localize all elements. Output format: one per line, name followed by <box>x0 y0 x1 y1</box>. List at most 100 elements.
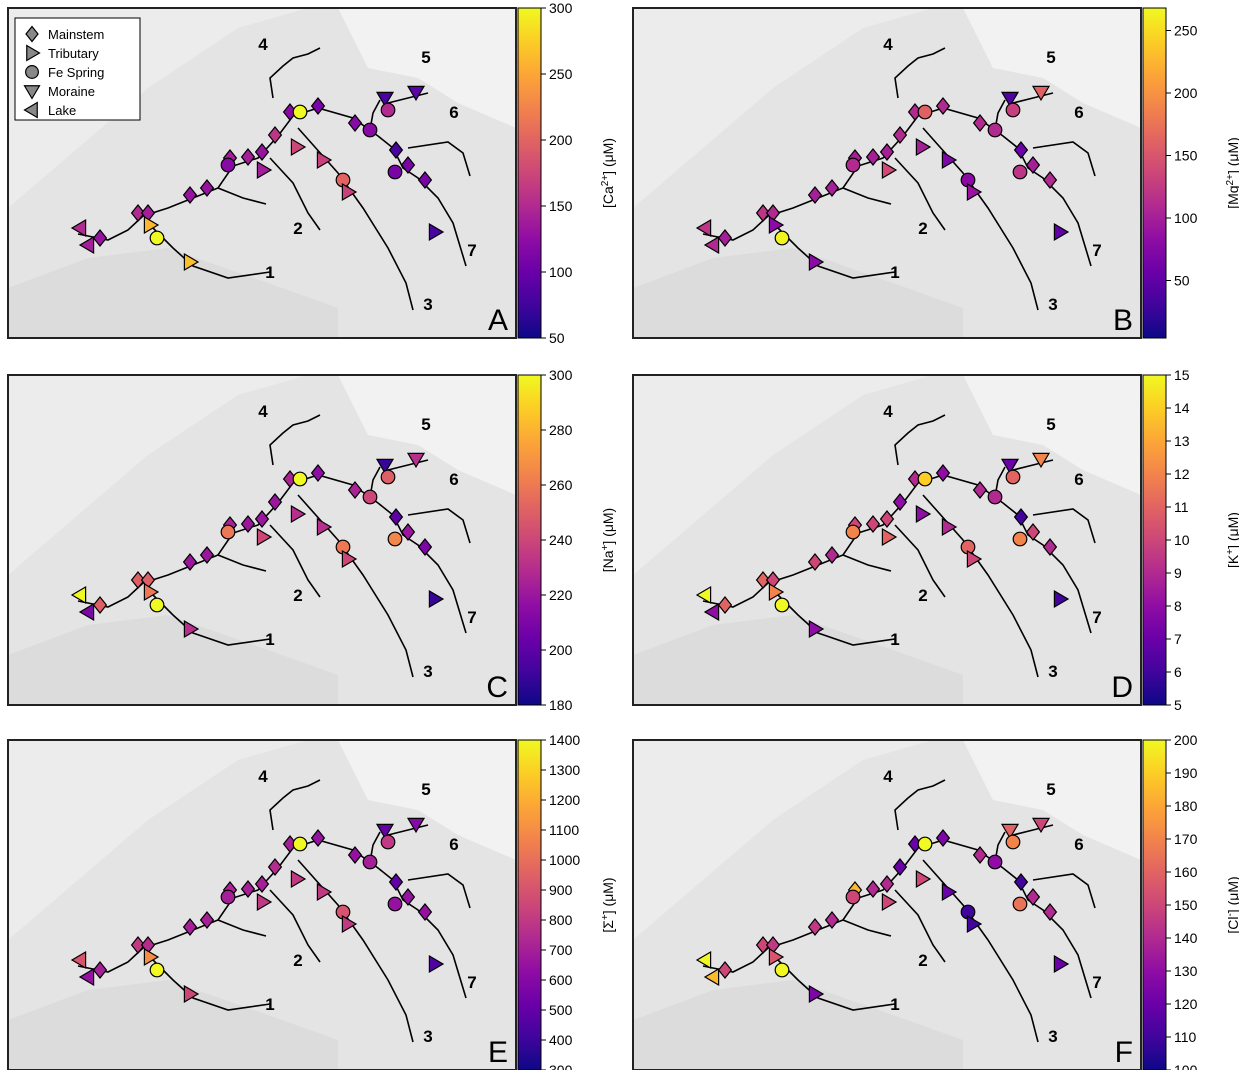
colorbar-tick-label: 200 <box>549 132 573 148</box>
colorbar-gradient <box>518 8 541 338</box>
colorbar-label: [Σ+] (μM) <box>600 877 617 932</box>
colorbar-tick-label: 11 <box>1174 499 1189 515</box>
fe-spring-marker <box>381 835 395 849</box>
colorbar-tick-label: 13 <box>1174 433 1190 449</box>
colorbar-tick-label: 700 <box>549 942 573 958</box>
river-label: 5 <box>421 48 430 67</box>
colorbar-tick-label: 900 <box>549 882 573 898</box>
river-label: 3 <box>423 662 432 681</box>
colorbar-tick-label: 7 <box>1174 631 1182 647</box>
colorbar-gradient <box>1143 740 1166 1070</box>
label-main: [Σ <box>600 920 616 933</box>
colorbar-tick-label: 150 <box>1174 897 1198 913</box>
colorbar-tick-label: 200 <box>549 642 573 658</box>
label-sup: 2+ <box>600 175 611 187</box>
colorbar: 3004005006007008009001000110012001300140… <box>518 732 616 1070</box>
colorbar-tick-label: 100 <box>549 264 573 280</box>
legend-label: Mainstem <box>48 27 104 42</box>
river-label: 2 <box>918 586 927 605</box>
colorbar-label: [Cl-] (μM) <box>1225 876 1239 933</box>
fe-spring-marker <box>775 963 789 977</box>
river-label: 1 <box>265 630 274 649</box>
fe-spring-marker <box>918 472 932 486</box>
colorbar-tick-label: 180 <box>1174 798 1198 814</box>
colorbar-gradient <box>1143 8 1166 338</box>
fe-spring-marker <box>1006 470 1020 484</box>
colorbar-tick-label: 250 <box>549 66 573 82</box>
colorbar-tick-label: 100 <box>1174 1062 1198 1070</box>
river-label: 4 <box>258 35 268 54</box>
river-label: 2 <box>293 219 302 238</box>
fe-spring-marker <box>388 165 402 179</box>
colorbar-tick-label: 200 <box>1174 732 1198 748</box>
river-label: 3 <box>423 1027 432 1046</box>
label-main: [Ca <box>600 186 616 208</box>
river-label: 7 <box>1092 973 1101 992</box>
river-label: 6 <box>1074 103 1083 122</box>
river-label: 2 <box>293 951 302 970</box>
colorbar-tick-label: 280 <box>549 422 573 438</box>
legend-label: Tributary <box>48 46 99 61</box>
fe-spring-marker <box>293 105 307 119</box>
colorbar-tick-label: 220 <box>549 587 573 603</box>
panel-letter: F <box>1115 1036 1133 1069</box>
colorbar-tick-label: 1000 <box>549 852 580 868</box>
river-label: 6 <box>449 835 458 854</box>
colorbar-tick-label: 300 <box>549 367 573 383</box>
river-label: 5 <box>1046 415 1055 434</box>
legend-label: Fe Spring <box>48 65 104 80</box>
colorbar-tick-label: 150 <box>1174 148 1198 164</box>
river-label: 1 <box>890 263 899 282</box>
river-label: 6 <box>449 103 458 122</box>
fe-spring-marker <box>1006 103 1020 117</box>
colorbar-tick-label: 12 <box>1174 466 1190 482</box>
colorbar-tick-label: 600 <box>549 972 573 988</box>
colorbar-label: [K+] (μM) <box>1225 512 1239 568</box>
river-label: 4 <box>883 402 893 421</box>
colorbar-tick-label: 300 <box>549 1062 573 1070</box>
colorbar-gradient <box>1143 375 1166 705</box>
label-main: [Mg <box>1225 185 1239 208</box>
river-label: 6 <box>449 470 458 489</box>
river-label: 5 <box>1046 48 1055 67</box>
fe-spring-marker <box>918 105 932 119</box>
river-label: 7 <box>1092 241 1101 260</box>
label-end: ] (μM) <box>600 877 616 914</box>
fe-spring-marker <box>363 490 377 504</box>
river-label: 5 <box>421 415 430 434</box>
colorbar-tick-label: 200 <box>1174 85 1198 101</box>
river-label: 3 <box>423 295 432 314</box>
fe-spring-marker <box>775 598 789 612</box>
fe-spring-marker <box>1013 165 1027 179</box>
river-label: 2 <box>293 586 302 605</box>
fe-spring-marker <box>381 103 395 117</box>
fe-spring-marker <box>775 231 789 245</box>
colorbar-tick-label: 1400 <box>549 732 580 748</box>
river-label: 6 <box>1074 470 1083 489</box>
colorbar-tick-label: 170 <box>1174 831 1198 847</box>
fe-spring-marker <box>381 470 395 484</box>
label-end: ] (μM) <box>600 508 616 545</box>
colorbar-tick-label: 190 <box>1174 765 1198 781</box>
fe-spring-marker <box>988 855 1002 869</box>
fe-spring-marker <box>26 66 39 79</box>
river-label: 7 <box>467 608 476 627</box>
fe-spring-marker <box>1006 835 1020 849</box>
panel-letter: B <box>1113 304 1133 337</box>
colorbar-gradient <box>518 375 541 705</box>
river-label: 2 <box>918 219 927 238</box>
panel-letter: A <box>488 304 508 337</box>
fe-spring-marker <box>1013 897 1027 911</box>
colorbar-tick-label: 130 <box>1174 963 1198 979</box>
river-label: 7 <box>467 973 476 992</box>
fe-spring-marker <box>388 897 402 911</box>
colorbar-tick-label: 160 <box>1174 864 1198 880</box>
colorbar-tick-label: 1100 <box>549 822 579 838</box>
